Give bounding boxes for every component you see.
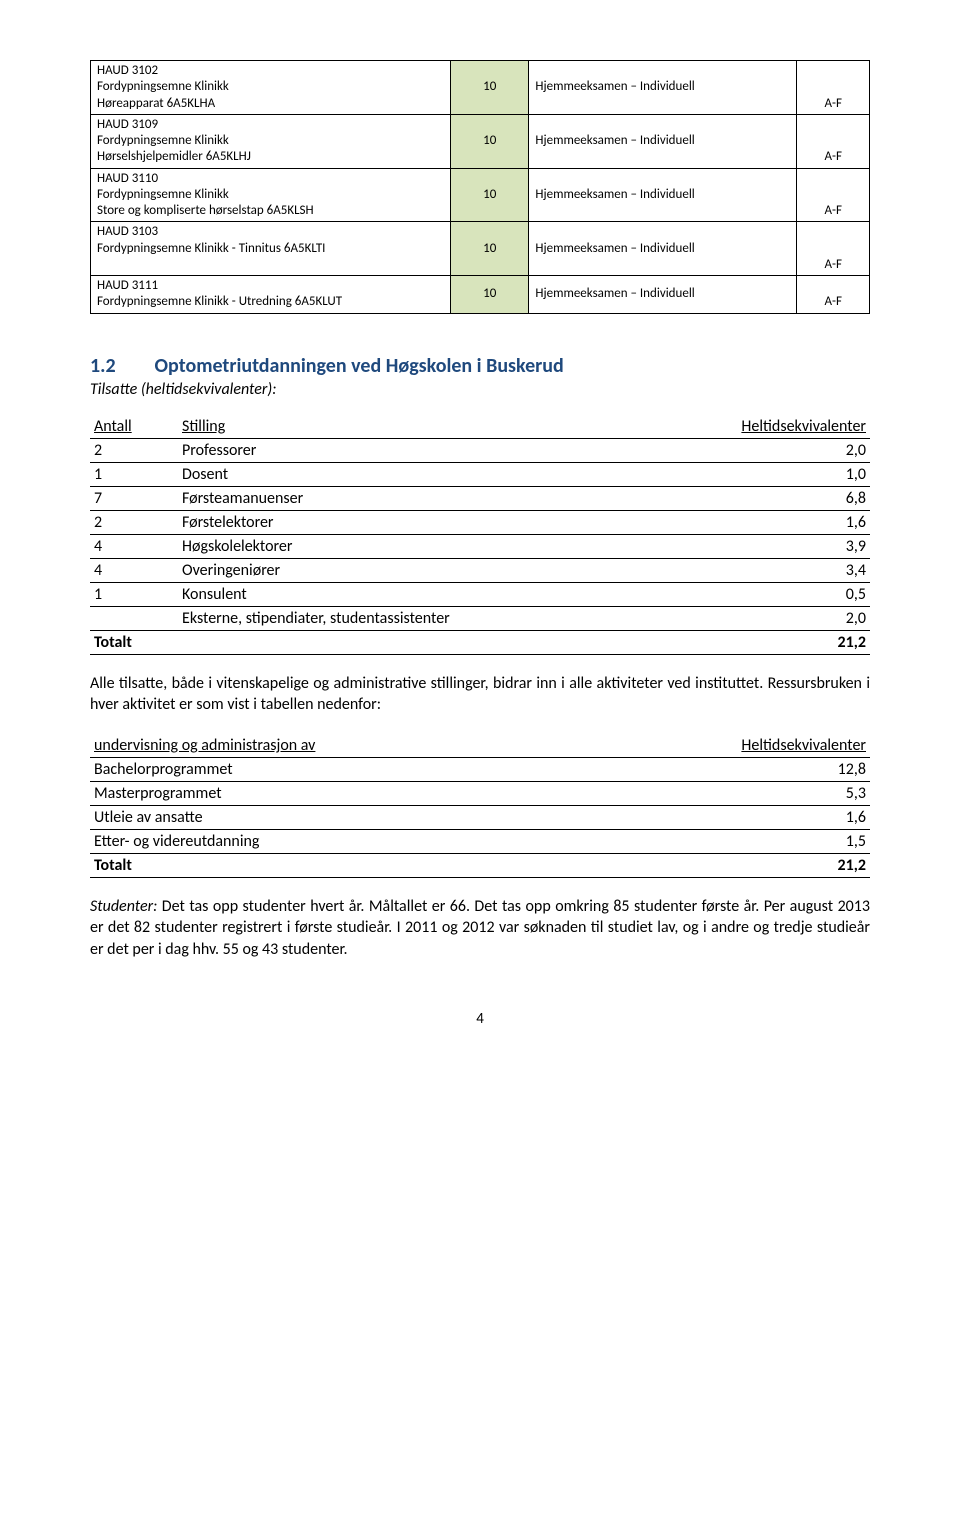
staff-total-value: 21,2 [672,630,870,654]
table-row: HAUD 3102Fordypningsemne KlinikkHøreappa… [91,61,870,115]
staff-count: 1 [90,582,178,606]
course-exam: Hjemmeeksamen – Individuell [529,222,797,276]
course-credits: 10 [451,276,529,314]
document-page: HAUD 3102Fordypningsemne KlinikkHøreappa… [0,0,960,1058]
staff-count: 1 [90,462,178,486]
admin-activity: Bachelorprogrammet [90,757,672,781]
staff-header-count: Antall [90,415,178,439]
table-row: Bachelorprogrammet12,8 [90,757,870,781]
staff-fte: 2,0 [672,606,870,630]
page-number: 4 [90,1010,870,1028]
admin-fte: 12,8 [672,757,870,781]
admin-table: undervisning og administrasjon av Heltid… [90,734,870,878]
section-subtitle: Tilsatte (heltidsekvivalenter): [90,380,870,399]
table-row: Eksterne, stipendiater, studentassistent… [90,606,870,630]
course-credits: 10 [451,168,529,222]
course-description: HAUD 3111Fordypningsemne Klinikk - Utred… [91,276,451,314]
staff-position: Høgskolelektorer [178,534,672,558]
staff-fte: 2,0 [672,438,870,462]
course-credits: 10 [451,114,529,168]
admin-activity: Masterprogrammet [90,781,672,805]
admin-fte: 5,3 [672,781,870,805]
courses-table: HAUD 3102Fordypningsemne KlinikkHøreappa… [90,60,870,314]
staff-count: 4 [90,558,178,582]
table-row: 1Konsulent0,5 [90,582,870,606]
staff-position: Førstelektorer [178,510,672,534]
admin-fte: 1,5 [672,829,870,853]
section-heading: 1.2 Optometriutdanningen ved Høgskolen i… [90,354,870,378]
staff-position: Førsteamanuenser [178,486,672,510]
course-credits: 10 [451,222,529,276]
staff-fte: 3,4 [672,558,870,582]
staff-position: Konsulent [178,582,672,606]
staff-fte: 1,6 [672,510,870,534]
admin-header-activity: undervisning og administrasjon av [90,734,672,758]
students-text: Det tas opp studenter hvert år. Måltalle… [90,897,870,959]
staff-count [90,606,178,630]
course-grade: A-F [797,61,870,115]
course-exam: Hjemmeeksamen – Individuell [529,276,797,314]
paragraph-students: Studenter: Det tas opp studenter hvert å… [90,896,870,961]
course-description: HAUD 3103Fordypningsemne Klinikk - Tinni… [91,222,451,276]
table-row: Etter- og videreutdanning1,5 [90,829,870,853]
staff-count: 4 [90,534,178,558]
table-row: Utleie av ansatte1,6 [90,805,870,829]
admin-activity: Etter- og videreutdanning [90,829,672,853]
admin-total-label: Totalt [90,853,672,877]
staff-header-fte: Heltidsekvivalenter [672,415,870,439]
course-description: HAUD 3109Fordypningsemne KlinikkHørselsh… [91,114,451,168]
table-row: HAUD 3103Fordypningsemne Klinikk - Tinni… [91,222,870,276]
table-row: Masterprogrammet5,3 [90,781,870,805]
paragraph-resource-usage: Alle tilsatte, både i vitenskapelige og … [90,673,870,716]
table-row: 2Professorer2,0 [90,438,870,462]
course-credits: 10 [451,61,529,115]
staff-count: 2 [90,510,178,534]
course-exam: Hjemmeeksamen – Individuell [529,61,797,115]
staff-count: 7 [90,486,178,510]
staff-position: Overingeniører [178,558,672,582]
admin-header-fte: Heltidsekvivalenter [672,734,870,758]
table-row: HAUD 3110Fordypningsemne KlinikkStore og… [91,168,870,222]
table-row: 1Dosent1,0 [90,462,870,486]
table-row: 7Førsteamanuenser6,8 [90,486,870,510]
admin-activity: Utleie av ansatte [90,805,672,829]
table-row: HAUD 3111Fordypningsemne Klinikk - Utred… [91,276,870,314]
section-number: 1.2 [90,354,150,378]
staff-position: Dosent [178,462,672,486]
course-description: HAUD 3110Fordypningsemne KlinikkStore og… [91,168,451,222]
course-grade: A-F [797,276,870,314]
course-description: HAUD 3102Fordypningsemne KlinikkHøreappa… [91,61,451,115]
staff-fte: 0,5 [672,582,870,606]
staff-header-position: Stilling [178,415,672,439]
course-exam: Hjemmeeksamen – Individuell [529,168,797,222]
course-exam: Hjemmeeksamen – Individuell [529,114,797,168]
staff-total-label: Totalt [90,630,672,654]
admin-fte: 1,6 [672,805,870,829]
table-row: 4Overingeniører3,4 [90,558,870,582]
staff-fte: 1,0 [672,462,870,486]
staff-count: 2 [90,438,178,462]
table-row-total: Totalt21,2 [90,630,870,654]
course-grade: A-F [797,222,870,276]
table-row: HAUD 3109Fordypningsemne KlinikkHørselsh… [91,114,870,168]
table-row-total: Totalt21,2 [90,853,870,877]
section-title: Optometriutdanningen ved Høgskolen i Bus… [155,354,564,378]
staff-fte: 3,9 [672,534,870,558]
admin-total-value: 21,2 [672,853,870,877]
students-lead: Studenter: [90,897,157,916]
staff-position: Eksterne, stipendiater, studentassistent… [178,606,672,630]
staff-fte: 6,8 [672,486,870,510]
staff-position: Professorer [178,438,672,462]
table-row: 2Førstelektorer1,6 [90,510,870,534]
table-row: 4Høgskolelektorer3,9 [90,534,870,558]
course-grade: A-F [797,114,870,168]
staff-table: Antall Stilling Heltidsekvivalenter 2Pro… [90,415,870,655]
course-grade: A-F [797,168,870,222]
